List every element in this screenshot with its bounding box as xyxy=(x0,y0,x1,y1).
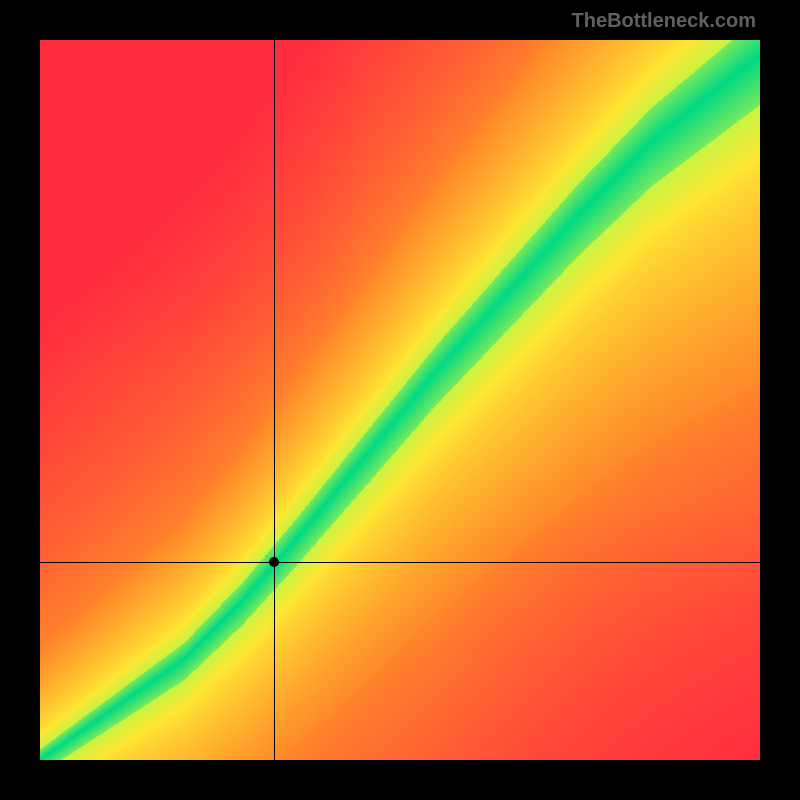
marker-dot xyxy=(269,557,279,567)
crosshair-horizontal xyxy=(40,562,760,563)
crosshair-vertical xyxy=(274,40,275,760)
heatmap-canvas xyxy=(40,40,760,760)
watermark: TheBottleneck.com xyxy=(572,10,756,33)
bottleneck-heatmap xyxy=(40,40,760,760)
canvas-wrap xyxy=(40,40,760,760)
